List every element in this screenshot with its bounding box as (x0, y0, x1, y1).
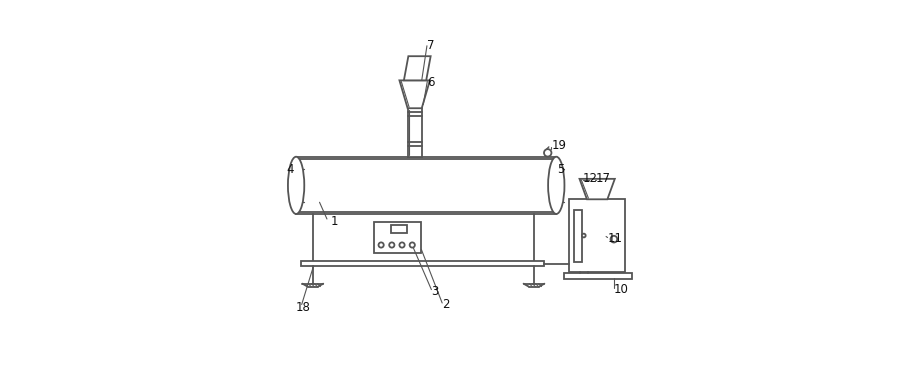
Circle shape (581, 234, 585, 238)
Bar (391, 225, 407, 233)
Text: 17: 17 (596, 173, 611, 185)
Text: 5: 5 (557, 163, 565, 176)
Circle shape (610, 236, 617, 242)
Circle shape (400, 242, 404, 248)
Bar (296, 157, 557, 214)
Circle shape (410, 242, 414, 248)
Circle shape (378, 242, 384, 248)
Circle shape (544, 149, 551, 157)
Text: 7: 7 (427, 38, 435, 52)
Bar (374, 222, 421, 253)
Bar (564, 272, 632, 279)
Text: 2: 2 (442, 298, 450, 311)
Text: 10: 10 (614, 283, 629, 296)
Text: 4: 4 (287, 163, 294, 176)
Text: 6: 6 (427, 76, 435, 89)
Text: 18: 18 (296, 301, 311, 314)
Bar (574, 209, 581, 261)
Text: 19: 19 (551, 139, 567, 152)
Text: 3: 3 (431, 285, 438, 298)
Ellipse shape (288, 157, 305, 214)
Text: 12: 12 (582, 173, 598, 185)
Bar (298, 159, 554, 212)
Text: 11: 11 (607, 232, 623, 245)
Ellipse shape (548, 157, 565, 214)
Circle shape (390, 242, 394, 248)
Polygon shape (580, 179, 615, 199)
Polygon shape (404, 56, 431, 80)
Polygon shape (400, 80, 430, 108)
Bar (301, 261, 545, 266)
Text: 1: 1 (330, 215, 338, 228)
Bar (569, 199, 625, 272)
Bar (408, 108, 422, 157)
